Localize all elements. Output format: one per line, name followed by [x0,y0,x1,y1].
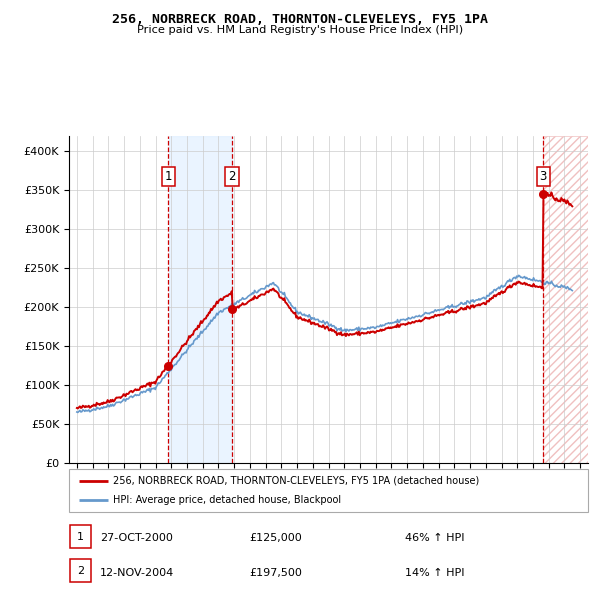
Text: HPI: Average price, detached house, Blackpool: HPI: Average price, detached house, Blac… [113,495,341,505]
Text: 1: 1 [77,532,84,542]
FancyBboxPatch shape [70,559,91,582]
Text: 2: 2 [229,170,236,183]
Polygon shape [544,136,588,463]
Text: 256, NORBRECK ROAD, THORNTON-CLEVELEYS, FY5 1PA: 256, NORBRECK ROAD, THORNTON-CLEVELEYS, … [112,13,488,26]
Text: £125,000: £125,000 [249,533,302,543]
Text: 256, NORBRECK ROAD, THORNTON-CLEVELEYS, FY5 1PA (detached house): 256, NORBRECK ROAD, THORNTON-CLEVELEYS, … [113,476,479,486]
Text: 12-NOV-2004: 12-NOV-2004 [100,568,175,578]
Text: 2: 2 [77,566,84,576]
Text: 14% ↑ HPI: 14% ↑ HPI [405,568,464,578]
Text: Price paid vs. HM Land Registry's House Price Index (HPI): Price paid vs. HM Land Registry's House … [137,25,463,35]
Text: 3: 3 [539,170,547,183]
Text: 46% ↑ HPI: 46% ↑ HPI [405,533,464,543]
FancyBboxPatch shape [70,525,91,548]
Text: 27-OCT-2000: 27-OCT-2000 [100,533,173,543]
Text: 1: 1 [164,170,172,183]
Text: £197,500: £197,500 [249,568,302,578]
FancyBboxPatch shape [69,469,588,512]
